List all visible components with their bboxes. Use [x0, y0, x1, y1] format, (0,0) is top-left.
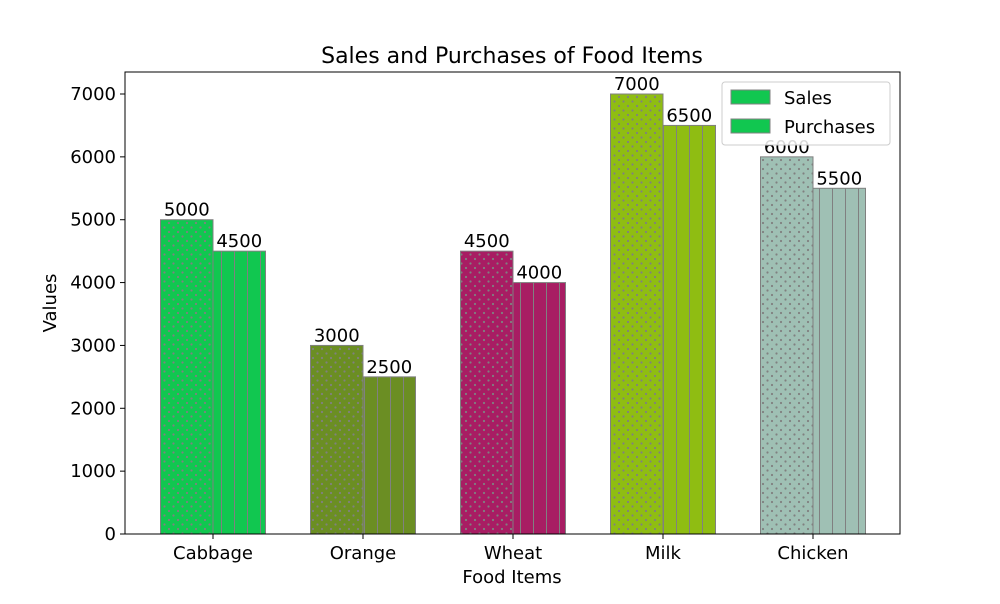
legend-label-sales: Sales	[784, 88, 832, 109]
x-tick-label-wheat: Wheat	[484, 543, 542, 564]
x-tick-label-chicken: Chicken	[777, 543, 848, 564]
bar-hatch-sales-milk	[610, 93, 664, 535]
legend-swatch-sales	[730, 89, 771, 105]
x-tick-label-milk: Milk	[645, 543, 682, 564]
bar-hatch-purchases-chicken	[812, 187, 866, 535]
x-axis: Cabbage Orange Wheat Milk Chicken	[173, 534, 849, 564]
x-tick-label-cabbage: Cabbage	[173, 543, 253, 564]
data-label-sales-milk: 7000	[614, 74, 660, 95]
y-tick-label: 6000	[70, 147, 116, 168]
y-tick-label: 3000	[70, 335, 116, 356]
chart-title: Sales and Purchases of Food Items	[321, 44, 703, 69]
bar-hatch-sales-cabbage	[160, 219, 214, 535]
bars-layer	[160, 93, 866, 535]
data-label-purchases-milk: 6500	[666, 105, 712, 126]
bar-hatch-sales-orange	[310, 344, 364, 535]
bar-hatch-purchases-cabbage	[212, 250, 266, 535]
data-label-sales-wheat: 4500	[464, 231, 510, 252]
bar-hatch-sales-wheat	[460, 250, 514, 535]
y-tick-label: 0	[105, 524, 116, 545]
bar-hatch-purchases-orange	[362, 376, 416, 535]
y-tick-label: 2000	[70, 398, 116, 419]
data-label-purchases-orange: 2500	[366, 357, 412, 378]
data-label-sales-cabbage: 5000	[164, 200, 210, 221]
data-label-purchases-chicken: 5500	[816, 168, 862, 189]
x-axis-label: Food Items	[462, 567, 561, 588]
x-tick-label-orange: Orange	[330, 543, 397, 564]
y-axis: 0 1000 2000 3000 4000 5000 6000 7000	[70, 84, 125, 545]
y-tick-label: 5000	[70, 210, 116, 231]
bar-hatch-purchases-milk	[662, 124, 716, 535]
y-tick-label: 4000	[70, 273, 116, 294]
y-tick-label: 1000	[70, 461, 116, 482]
legend-label-purchases: Purchases	[784, 117, 875, 138]
plot-area-frame	[124, 71, 901, 535]
bar-hatch-sales-chicken	[760, 156, 814, 535]
bar-hatch-purchases-wheat	[512, 282, 566, 535]
y-tick-label: 7000	[70, 84, 116, 105]
data-label-purchases-cabbage: 4500	[216, 231, 262, 252]
data-label-sales-orange: 3000	[314, 325, 360, 346]
y-axis-label: Values	[40, 274, 61, 333]
data-label-purchases-wheat: 4000	[516, 263, 562, 284]
legend: Sales Purchases	[721, 81, 891, 146]
legend-swatch-purchases	[730, 118, 771, 134]
